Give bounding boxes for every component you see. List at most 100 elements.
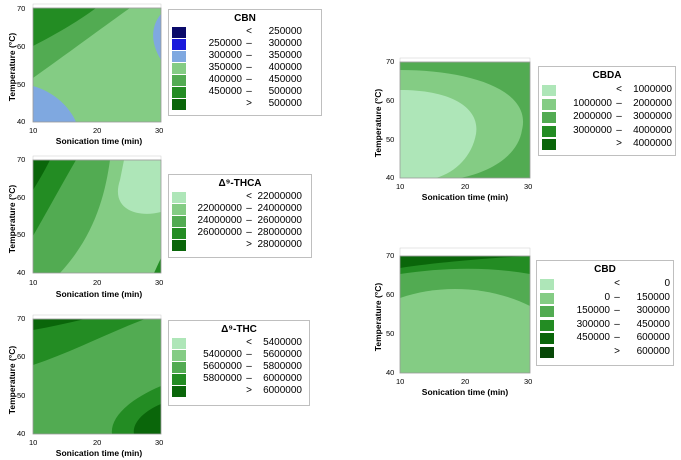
legend-lower-bound: 26000000 (197, 227, 243, 238)
legend-upper-bound: 0 (664, 278, 670, 289)
thca-x-tick-20: 20 (93, 278, 102, 287)
cbda-region-lt-1m (400, 90, 477, 178)
legend-lower-bound: 250000 (208, 38, 242, 49)
legend-operator: – (616, 97, 622, 109)
cbn-x-axis-label: Sonication time (min) (55, 136, 143, 146)
legend-entry: 5600000–5800000 (172, 361, 312, 374)
legend-swatch (172, 350, 186, 361)
legend-upper-bound: 28000000 (257, 227, 303, 238)
contour-plot-cbd: Temperature (°C) 70 60 50 40 10 20 30 So… (360, 240, 681, 405)
cbd-y-tick-70: 70 (386, 251, 395, 260)
thc-legend-title: Δ⁹-THC (221, 324, 257, 335)
cbda-legend-title: CBDA (592, 70, 622, 81)
legend-operator: > (246, 239, 252, 250)
cbd-legend-title: CBD (594, 264, 616, 275)
thca-region-26m-28m (33, 160, 76, 236)
cbda-y-tick-50: 50 (386, 135, 395, 144)
legend-operator: – (246, 361, 252, 372)
legend-operator: – (616, 111, 622, 122)
legend-operator: < (246, 337, 252, 348)
cbda-y-tick-40: 40 (386, 173, 395, 182)
contour-plot-cbn: Temperature (°C) 70 60 50 40 10 20 30 So… (0, 0, 330, 150)
legend-entry: 26000000–28000000 (172, 227, 314, 240)
legend-swatch (542, 139, 556, 150)
thc-region-5.8m-6m-top (33, 319, 145, 365)
thc-x-tick-20: 20 (93, 438, 102, 447)
legend-lower-bound: 22000000 (197, 203, 243, 214)
legend-upper-bound: 2000000 (633, 97, 672, 109)
cbn-x-tick-30: 30 (155, 126, 164, 135)
legend-swatch (172, 216, 186, 227)
legend-upper-bound: 300000 (268, 38, 302, 49)
legend-swatch (172, 27, 186, 38)
thca-x-tick-10: 10 (29, 278, 38, 287)
cbn-region-300k-350k-right (153, 14, 161, 60)
thca-region-26m-28m-corner (154, 258, 161, 273)
legend-entry: >28000000 (172, 239, 314, 252)
legend-entry: 5400000–5600000 (172, 349, 312, 362)
legend-lower-bound: 450000 (576, 332, 610, 343)
legend-entry: >500000 (172, 98, 324, 111)
legend-lower-bound: 1000000 (573, 97, 612, 109)
legend-entry: 2000000–3000000 (542, 111, 678, 124)
legend-upper-bound: 350000 (268, 50, 302, 61)
legend-swatch (172, 63, 186, 74)
cbd-x-axis-label: Sonication time (min) (421, 387, 509, 397)
legend-entry: 1000000–2000000 (542, 97, 678, 111)
legend-upper-bound: 450000 (268, 74, 302, 85)
cbda-x-tick-20: 20 (461, 182, 470, 191)
legend-upper-bound: 5400000 (263, 337, 302, 348)
legend-upper-bound: 500000 (268, 86, 302, 97)
legend-entry: 300000– 350000 (172, 50, 324, 63)
legend-upper-bound: 4000000 (633, 124, 672, 136)
legend-entry: 250000– 300000 (172, 38, 324, 51)
legend-upper-bound: 600000 (636, 332, 670, 343)
legend-upper-bound: 26000000 (257, 215, 303, 226)
legend-entry: 300000– 450000 (540, 318, 676, 332)
legend-upper-bound: 1000000 (633, 84, 672, 95)
legend-entry: 0– 150000 (540, 291, 676, 305)
legend-upper-bound: 300000 (636, 305, 670, 316)
legend-lower-bound: 300000 (208, 50, 242, 61)
cbd-y-axis-label: Temperature (°C) (373, 282, 383, 352)
legend-swatch (172, 228, 186, 239)
legend-swatch (540, 306, 554, 317)
legend-upper-bound: 150000 (636, 291, 670, 303)
legend-operator: – (246, 86, 252, 97)
cbda-plot-area (399, 57, 531, 179)
legend-operator: < (246, 26, 252, 37)
cbn-legend: CBN <250000 250000–300000 300000–350000 350… (168, 9, 322, 116)
legend-upper-bound: 4000000 (633, 138, 672, 149)
legend-lower-bound: 0 (604, 291, 610, 303)
legend-operator: – (246, 227, 252, 238)
cbd-y-tick-60: 60 (386, 290, 395, 299)
legend-swatch (542, 85, 556, 96)
thc-plot-area (32, 314, 162, 435)
thca-legend-title: Δ⁹-THCA (218, 178, 262, 189)
thc-x-axis-label: Sonication time (min) (55, 448, 143, 458)
legend-operator: – (246, 215, 252, 226)
thc-x-tick-30: 30 (155, 438, 164, 447)
cbd-region-450k-600k (400, 256, 530, 268)
legend-entry: >6000000 (172, 385, 312, 398)
thca-y-tick-40: 40 (17, 268, 26, 277)
legend-entry: >4000000 (542, 138, 678, 151)
cbn-y-tick-60: 60 (17, 42, 26, 51)
cbn-y-axis-label: Temperature (°C) (7, 32, 17, 102)
legend-operator: – (246, 373, 252, 384)
legend-operator: > (246, 98, 252, 109)
legend-lower-bound: 3000000 (573, 124, 612, 136)
cbda-x-tick-30: 30 (524, 182, 533, 191)
legend-entry: <250000 (172, 26, 324, 39)
legend-operator: < (246, 191, 252, 202)
cbda-x-tick-10: 10 (396, 182, 405, 191)
legend-upper-bound: 500000 (268, 98, 302, 109)
cbd-x-tick-20: 20 (461, 377, 470, 386)
legend-operator: – (614, 318, 620, 330)
legend-swatch (172, 192, 186, 203)
legend-upper-bound: 450000 (636, 318, 670, 330)
legend-operator: < (614, 278, 620, 289)
legend-swatch (542, 125, 556, 137)
legend-operator: – (246, 38, 252, 49)
legend-lower-bound: 24000000 (197, 215, 243, 226)
